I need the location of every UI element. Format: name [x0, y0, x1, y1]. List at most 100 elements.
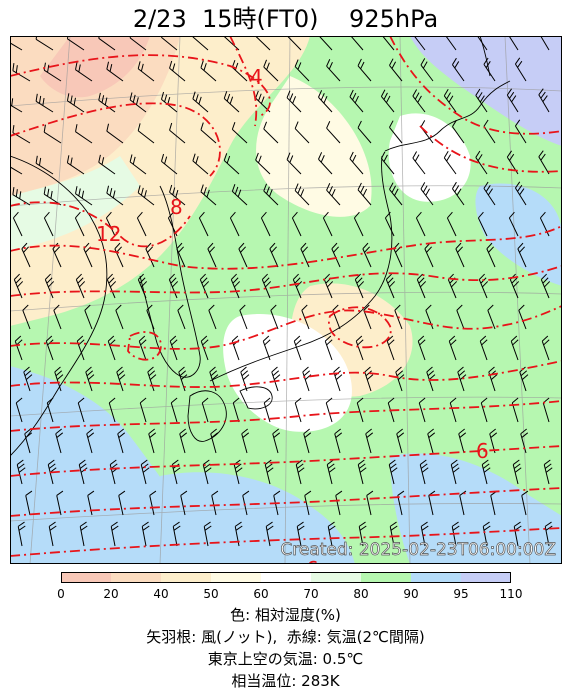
wind-barb	[415, 211, 426, 237]
wind-barb	[477, 211, 488, 237]
wind-barb	[43, 124, 62, 144]
contour-label: 8	[170, 195, 183, 219]
humidity-area-light-green-band	[10, 156, 140, 251]
wind-barb	[326, 183, 341, 206]
wind-barb	[24, 428, 33, 454]
wind-barb	[387, 397, 395, 423]
wind-barb	[75, 273, 86, 299]
wind-barb	[384, 211, 395, 237]
wind-barb	[318, 90, 333, 113]
wind-barb	[389, 182, 403, 206]
wind-barb	[53, 304, 62, 330]
wind-barb	[179, 428, 188, 454]
wind-barb	[21, 242, 31, 268]
wind-barb	[241, 428, 250, 454]
temperature-contour	[10, 445, 562, 477]
wind-barb	[238, 242, 248, 268]
wind-barb	[44, 273, 55, 299]
colorbar-tick-label: 20	[103, 587, 119, 601]
wind-barb	[169, 335, 178, 361]
wind-barb	[129, 154, 147, 175]
wind-barb	[326, 459, 336, 485]
wind-barb	[543, 459, 553, 485]
colorbar-frame	[61, 572, 511, 583]
wind-barb	[514, 181, 527, 206]
temperature-contour	[10, 54, 271, 117]
wind-barb	[255, 90, 271, 113]
wind-barb	[234, 521, 243, 547]
wind-barb	[349, 151, 364, 175]
wind-barb	[86, 428, 95, 454]
temperature-contour	[10, 527, 562, 557]
wind-barb	[66, 36, 85, 51]
wind-barb	[457, 366, 467, 392]
colorbar-segment	[61, 572, 112, 583]
wind-barb	[357, 58, 372, 82]
created-stamp: Created: 2025-02-23T06:00:00Z	[280, 540, 556, 560]
wind-barb	[56, 490, 64, 516]
wind-barb	[450, 459, 460, 485]
wind-barb	[521, 490, 529, 516]
wind-barb	[458, 428, 467, 454]
wind-barb	[46, 397, 54, 423]
wind-barb	[478, 273, 489, 299]
wind-barb	[43, 62, 62, 82]
wind-barb	[541, 335, 550, 361]
wind-barb	[137, 123, 155, 144]
coastline-shikoku	[239, 386, 273, 410]
wind-barb	[139, 397, 147, 423]
temperature-contour	[10, 265, 562, 297]
wind-barb	[506, 36, 519, 51]
wind-barb	[425, 304, 434, 330]
temperature-contour	[10, 305, 562, 350]
wind-barb	[108, 397, 116, 423]
wind-barb	[512, 459, 522, 485]
wind-barb	[483, 57, 496, 82]
wind-barb	[292, 273, 303, 299]
wind-barb	[426, 366, 436, 392]
wind-barb	[12, 211, 23, 237]
wind-barb	[452, 181, 465, 206]
colorbar-segment	[461, 572, 511, 583]
wind-barb	[25, 490, 33, 516]
wind-barb	[117, 428, 126, 454]
wind-barb	[75, 186, 93, 206]
wind-barb	[418, 397, 426, 423]
coastline-honshu	[209, 155, 393, 382]
temperature-contour	[229, 36, 258, 127]
wind-barb	[10, 156, 23, 175]
wind-barb	[475, 150, 488, 175]
wind-barb	[232, 397, 240, 423]
wind-barb	[324, 335, 333, 361]
temperature-contour	[419, 125, 562, 173]
colorbar-segment	[261, 572, 312, 583]
wind-barb	[362, 242, 372, 268]
wind-barb	[479, 335, 488, 361]
wind-barb	[294, 397, 302, 423]
wind-barb	[396, 428, 405, 454]
wind-barb	[109, 459, 119, 485]
wind-barb	[239, 304, 248, 330]
humidity-area-humid-northeast	[410, 36, 562, 146]
wind-barb	[380, 151, 395, 175]
colorbar-tick-label: 50	[203, 587, 219, 601]
wind-barb	[300, 242, 310, 268]
wind-barb	[263, 59, 279, 82]
wind-barb	[293, 335, 302, 361]
wind-barb	[544, 521, 553, 547]
wind-barb	[389, 120, 403, 144]
wind-barb	[78, 459, 88, 485]
wind-barb	[265, 521, 274, 547]
wind-barb	[137, 273, 148, 299]
wind-barb	[487, 304, 496, 330]
wind-barb	[303, 428, 312, 454]
wind-barb	[201, 397, 209, 423]
wind-barb	[419, 459, 429, 485]
colorbar-segment	[161, 572, 212, 583]
colorbar-segment	[361, 572, 412, 583]
wind-barb	[74, 211, 85, 237]
wind-barb	[291, 211, 302, 237]
wind-barb	[98, 36, 116, 51]
wind-barb	[12, 187, 31, 206]
wind-barb	[98, 92, 116, 113]
